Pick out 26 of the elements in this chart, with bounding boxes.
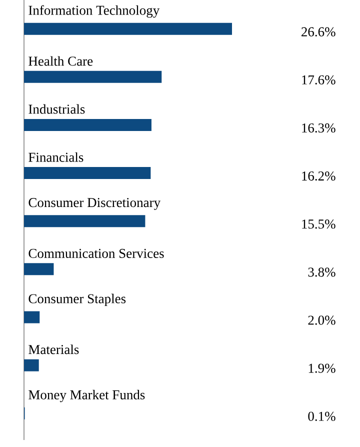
y-tick-label: Consumer Discretionary [28, 198, 161, 210]
data-label: 1.9% [308, 364, 336, 373]
bar [24, 70, 162, 83]
y-tick-label: Materials [28, 344, 79, 354]
bar [24, 359, 39, 372]
bar [24, 167, 151, 180]
bar [24, 263, 54, 276]
data-label: 16.2% [302, 171, 336, 181]
y-tick-label: Communication Services [28, 248, 164, 258]
bar [24, 215, 146, 228]
y-tick-label: Financials [28, 152, 84, 162]
data-label: 0.1% [308, 412, 336, 421]
y-tick-label: Money Market Funds [28, 390, 145, 402]
data-label: 26.6% [302, 27, 336, 36]
data-label: 2.0% [308, 316, 336, 325]
data-label: 16.3% [302, 123, 336, 133]
bar [24, 22, 232, 35]
data-label: 17.6% [302, 75, 336, 84]
data-label: 15.5% [302, 220, 336, 229]
bar [24, 118, 152, 131]
y-tick-label: Industrials [28, 104, 85, 114]
y-tick-label: Information Technology [28, 5, 160, 18]
bar [24, 311, 40, 324]
y-tick-label: Health Care [28, 56, 93, 66]
data-label: 3.8% [308, 268, 336, 277]
y-tick-label: Consumer Staples [28, 294, 126, 306]
